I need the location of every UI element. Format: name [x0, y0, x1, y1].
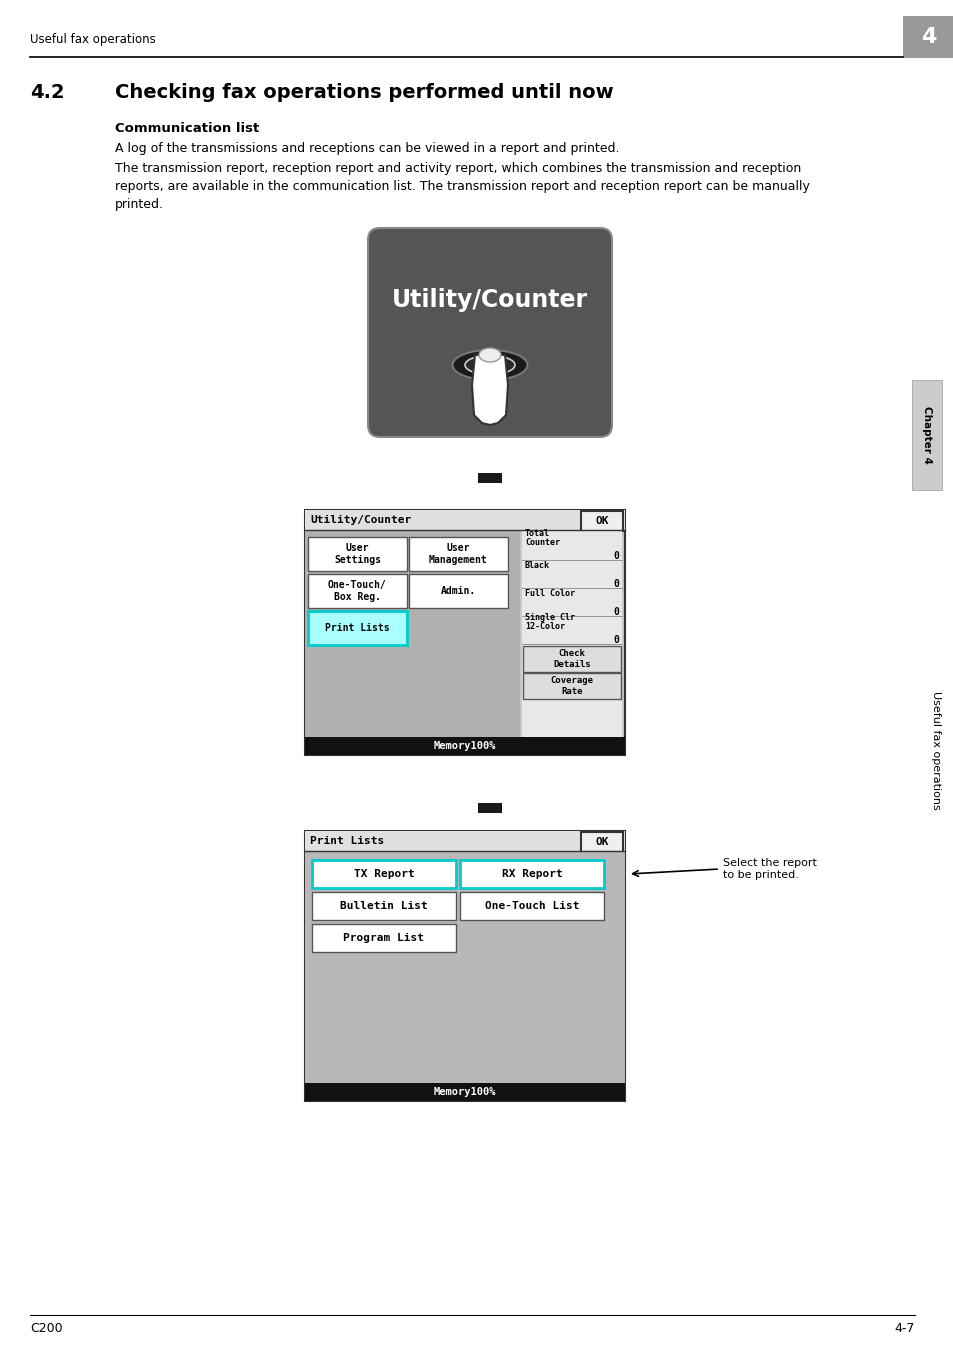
Text: 0: 0 [613, 551, 618, 562]
Text: 0: 0 [613, 634, 618, 645]
FancyBboxPatch shape [305, 832, 624, 850]
Text: Coverage
Rate: Coverage Rate [550, 676, 593, 695]
Text: Useful fax operations: Useful fax operations [930, 691, 940, 810]
FancyBboxPatch shape [911, 379, 941, 490]
FancyBboxPatch shape [305, 850, 624, 1083]
FancyBboxPatch shape [521, 531, 621, 737]
Text: User
Management: User Management [429, 543, 487, 564]
FancyBboxPatch shape [308, 574, 407, 608]
FancyBboxPatch shape [305, 531, 519, 737]
Text: 0: 0 [613, 608, 618, 617]
Ellipse shape [478, 348, 500, 362]
Text: C200: C200 [30, 1322, 63, 1335]
Text: OK: OK [595, 837, 608, 846]
Polygon shape [472, 355, 507, 425]
Text: Communication list: Communication list [115, 122, 259, 135]
Text: Select the report
to be printed.: Select the report to be printed. [722, 859, 816, 880]
Text: Admin.: Admin. [440, 586, 476, 595]
Text: One-Touch List: One-Touch List [484, 900, 578, 911]
Text: Utility/Counter: Utility/Counter [310, 514, 411, 525]
Text: 4: 4 [921, 27, 936, 47]
FancyBboxPatch shape [305, 510, 624, 531]
Text: Total
Counter: Total Counter [524, 529, 559, 547]
Text: One-Touch/
Box Reg.: One-Touch/ Box Reg. [328, 580, 387, 602]
FancyBboxPatch shape [305, 510, 624, 755]
Text: RX Report: RX Report [501, 869, 561, 879]
Text: 4.2: 4.2 [30, 82, 65, 103]
FancyBboxPatch shape [522, 647, 620, 672]
Text: User
Settings: User Settings [334, 543, 380, 564]
FancyBboxPatch shape [902, 16, 953, 58]
Text: TX Report: TX Report [354, 869, 414, 879]
Ellipse shape [464, 355, 515, 374]
FancyBboxPatch shape [409, 574, 507, 608]
FancyBboxPatch shape [409, 537, 507, 571]
Text: Useful fax operations: Useful fax operations [30, 34, 155, 46]
Text: OK: OK [595, 516, 608, 526]
FancyBboxPatch shape [580, 832, 622, 852]
Text: Full Color: Full Color [524, 590, 575, 598]
FancyBboxPatch shape [312, 860, 456, 888]
FancyBboxPatch shape [312, 892, 456, 919]
Text: 0: 0 [613, 579, 618, 589]
FancyBboxPatch shape [305, 1083, 624, 1102]
Text: Bulletin List: Bulletin List [340, 900, 428, 911]
FancyBboxPatch shape [522, 674, 620, 699]
FancyBboxPatch shape [308, 537, 407, 571]
Text: Chapter 4: Chapter 4 [921, 406, 931, 464]
Text: Checking fax operations performed until now: Checking fax operations performed until … [115, 82, 613, 103]
FancyBboxPatch shape [305, 832, 624, 1102]
FancyBboxPatch shape [459, 892, 603, 919]
Text: Print Lists: Print Lists [310, 836, 384, 846]
Text: Program List: Program List [343, 933, 424, 944]
Polygon shape [468, 443, 512, 483]
Text: Black: Black [524, 562, 550, 571]
Text: 4-7: 4-7 [894, 1322, 914, 1335]
Text: A log of the transmissions and receptions can be viewed in a report and printed.: A log of the transmissions and reception… [115, 142, 618, 155]
Text: Single Clr
12-Color: Single Clr 12-Color [524, 613, 575, 632]
FancyBboxPatch shape [368, 228, 612, 437]
Text: Utility/Counter: Utility/Counter [392, 288, 587, 312]
Text: The transmission report, reception report and activity report, which combines th: The transmission report, reception repor… [115, 162, 809, 211]
FancyBboxPatch shape [312, 923, 456, 952]
FancyBboxPatch shape [459, 860, 603, 888]
FancyBboxPatch shape [580, 512, 622, 531]
Text: Check
Details: Check Details [553, 649, 590, 668]
FancyBboxPatch shape [308, 612, 407, 645]
FancyBboxPatch shape [305, 737, 624, 755]
Text: Memory100%: Memory100% [434, 1087, 496, 1098]
Polygon shape [468, 774, 512, 813]
Text: Print Lists: Print Lists [325, 622, 390, 633]
Ellipse shape [452, 350, 527, 379]
Text: Memory100%: Memory100% [434, 741, 496, 751]
